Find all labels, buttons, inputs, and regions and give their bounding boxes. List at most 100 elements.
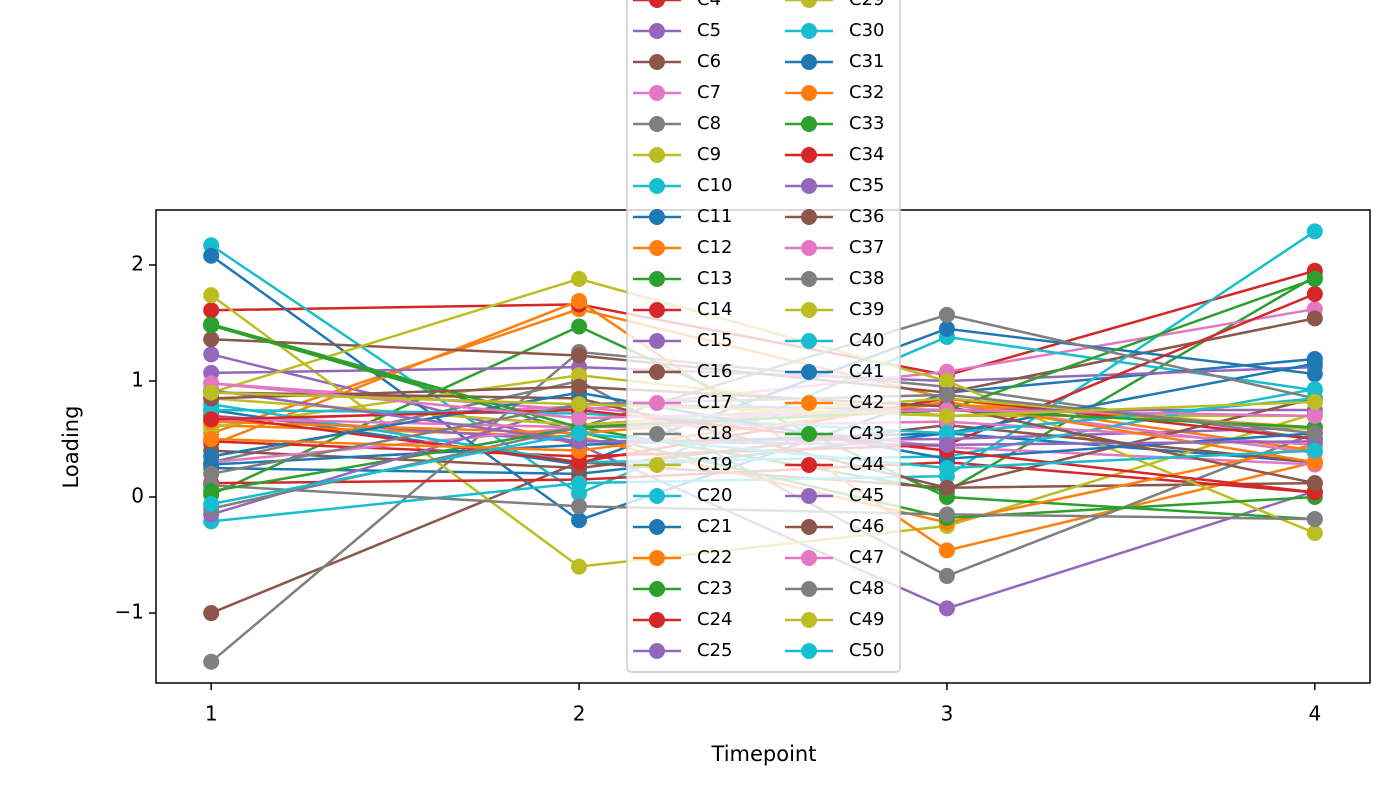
data-point bbox=[938, 506, 955, 523]
data-point bbox=[938, 600, 955, 617]
legend-marker bbox=[649, 457, 665, 473]
legend-marker bbox=[801, 457, 817, 473]
legend-label: C44 bbox=[849, 454, 884, 475]
legend: C1C2C3C4C5C6C7C8C9C10C11C12C13C14C15C16C… bbox=[626, 0, 901, 673]
legend-label: C48 bbox=[849, 578, 884, 599]
data-point bbox=[571, 318, 588, 335]
data-point bbox=[938, 386, 955, 403]
legend-label: C11 bbox=[697, 206, 732, 227]
legend-marker bbox=[801, 364, 817, 380]
data-point bbox=[203, 653, 220, 670]
legend-label: C17 bbox=[697, 392, 732, 413]
legend-label: C40 bbox=[849, 330, 884, 351]
legend-box bbox=[626, 0, 901, 673]
data-point bbox=[571, 292, 588, 309]
data-point bbox=[1306, 524, 1323, 541]
legend-label: C31 bbox=[849, 51, 884, 72]
x-tick-label: 4 bbox=[1308, 702, 1321, 726]
data-point bbox=[571, 475, 588, 492]
legend-label: C19 bbox=[697, 454, 732, 475]
legend-label: C20 bbox=[697, 485, 732, 506]
legend-marker bbox=[649, 209, 665, 225]
data-point bbox=[571, 410, 588, 427]
legend-marker bbox=[801, 395, 817, 411]
legend-label: C30 bbox=[849, 20, 884, 41]
legend-marker bbox=[801, 209, 817, 225]
legend-label: C39 bbox=[849, 299, 884, 320]
legend-marker bbox=[801, 54, 817, 70]
legend-label: C46 bbox=[849, 516, 884, 537]
legend-marker bbox=[801, 0, 817, 8]
data-point bbox=[938, 425, 955, 442]
legend-label: C33 bbox=[849, 113, 884, 134]
data-point bbox=[203, 287, 220, 304]
data-point bbox=[1306, 475, 1323, 492]
data-point bbox=[938, 407, 955, 424]
data-point bbox=[203, 411, 220, 428]
legend-marker bbox=[649, 581, 665, 597]
legend-marker bbox=[801, 643, 817, 659]
legend-marker bbox=[801, 147, 817, 163]
legend-label: C50 bbox=[849, 640, 884, 661]
data-point bbox=[203, 605, 220, 622]
legend-marker bbox=[649, 54, 665, 70]
data-point bbox=[1306, 511, 1323, 528]
legend-marker bbox=[649, 550, 665, 566]
data-point bbox=[203, 483, 220, 500]
y-tick-label: 2 bbox=[131, 251, 144, 275]
legend-marker bbox=[801, 85, 817, 101]
data-point bbox=[1306, 454, 1323, 471]
legend-label: C34 bbox=[849, 144, 884, 165]
legend-label: C32 bbox=[849, 82, 884, 103]
legend-label: C41 bbox=[849, 361, 884, 382]
data-point bbox=[571, 396, 588, 413]
legend-label: C43 bbox=[849, 423, 884, 444]
data-point bbox=[938, 436, 955, 453]
legend-label: C47 bbox=[849, 547, 884, 568]
legend-label: C42 bbox=[849, 392, 884, 413]
data-point bbox=[203, 448, 220, 465]
legend-marker bbox=[649, 85, 665, 101]
data-point bbox=[571, 512, 588, 529]
data-point bbox=[203, 247, 220, 264]
data-point bbox=[203, 431, 220, 448]
legend-label: C24 bbox=[697, 609, 732, 630]
data-point bbox=[203, 302, 220, 319]
legend-marker bbox=[801, 240, 817, 256]
data-point bbox=[938, 306, 955, 323]
data-point bbox=[938, 320, 955, 337]
legend-label: C29 bbox=[849, 0, 884, 10]
data-point bbox=[1306, 310, 1323, 327]
data-point bbox=[203, 465, 220, 482]
data-point bbox=[203, 331, 220, 348]
legend-label: C4 bbox=[697, 0, 721, 10]
data-point bbox=[1306, 355, 1323, 372]
legend-label: C15 bbox=[697, 330, 732, 351]
x-tick-label: 3 bbox=[941, 702, 954, 726]
legend-marker bbox=[801, 488, 817, 504]
legend-marker bbox=[801, 271, 817, 287]
data-point bbox=[203, 495, 220, 512]
legend-label: C6 bbox=[697, 51, 721, 72]
legend-marker bbox=[649, 395, 665, 411]
legend-label: C9 bbox=[697, 144, 721, 165]
y-tick-label: 0 bbox=[131, 484, 144, 508]
legend-marker bbox=[649, 271, 665, 287]
legend-label: C21 bbox=[697, 516, 732, 537]
data-point bbox=[1306, 393, 1323, 410]
legend-label: C37 bbox=[849, 237, 884, 258]
y-tick-label: 1 bbox=[131, 368, 144, 392]
x-tick-label: 1 bbox=[205, 702, 218, 726]
legend-label: C45 bbox=[849, 485, 884, 506]
data-point bbox=[938, 542, 955, 559]
legend-label: C7 bbox=[697, 82, 721, 103]
data-point bbox=[938, 567, 955, 584]
data-point bbox=[203, 384, 220, 401]
data-point bbox=[571, 425, 588, 442]
legend-label: C10 bbox=[697, 175, 732, 196]
legend-label: C25 bbox=[697, 640, 732, 661]
data-point bbox=[571, 347, 588, 364]
legend-marker bbox=[801, 178, 817, 194]
legend-label: C16 bbox=[697, 361, 732, 382]
